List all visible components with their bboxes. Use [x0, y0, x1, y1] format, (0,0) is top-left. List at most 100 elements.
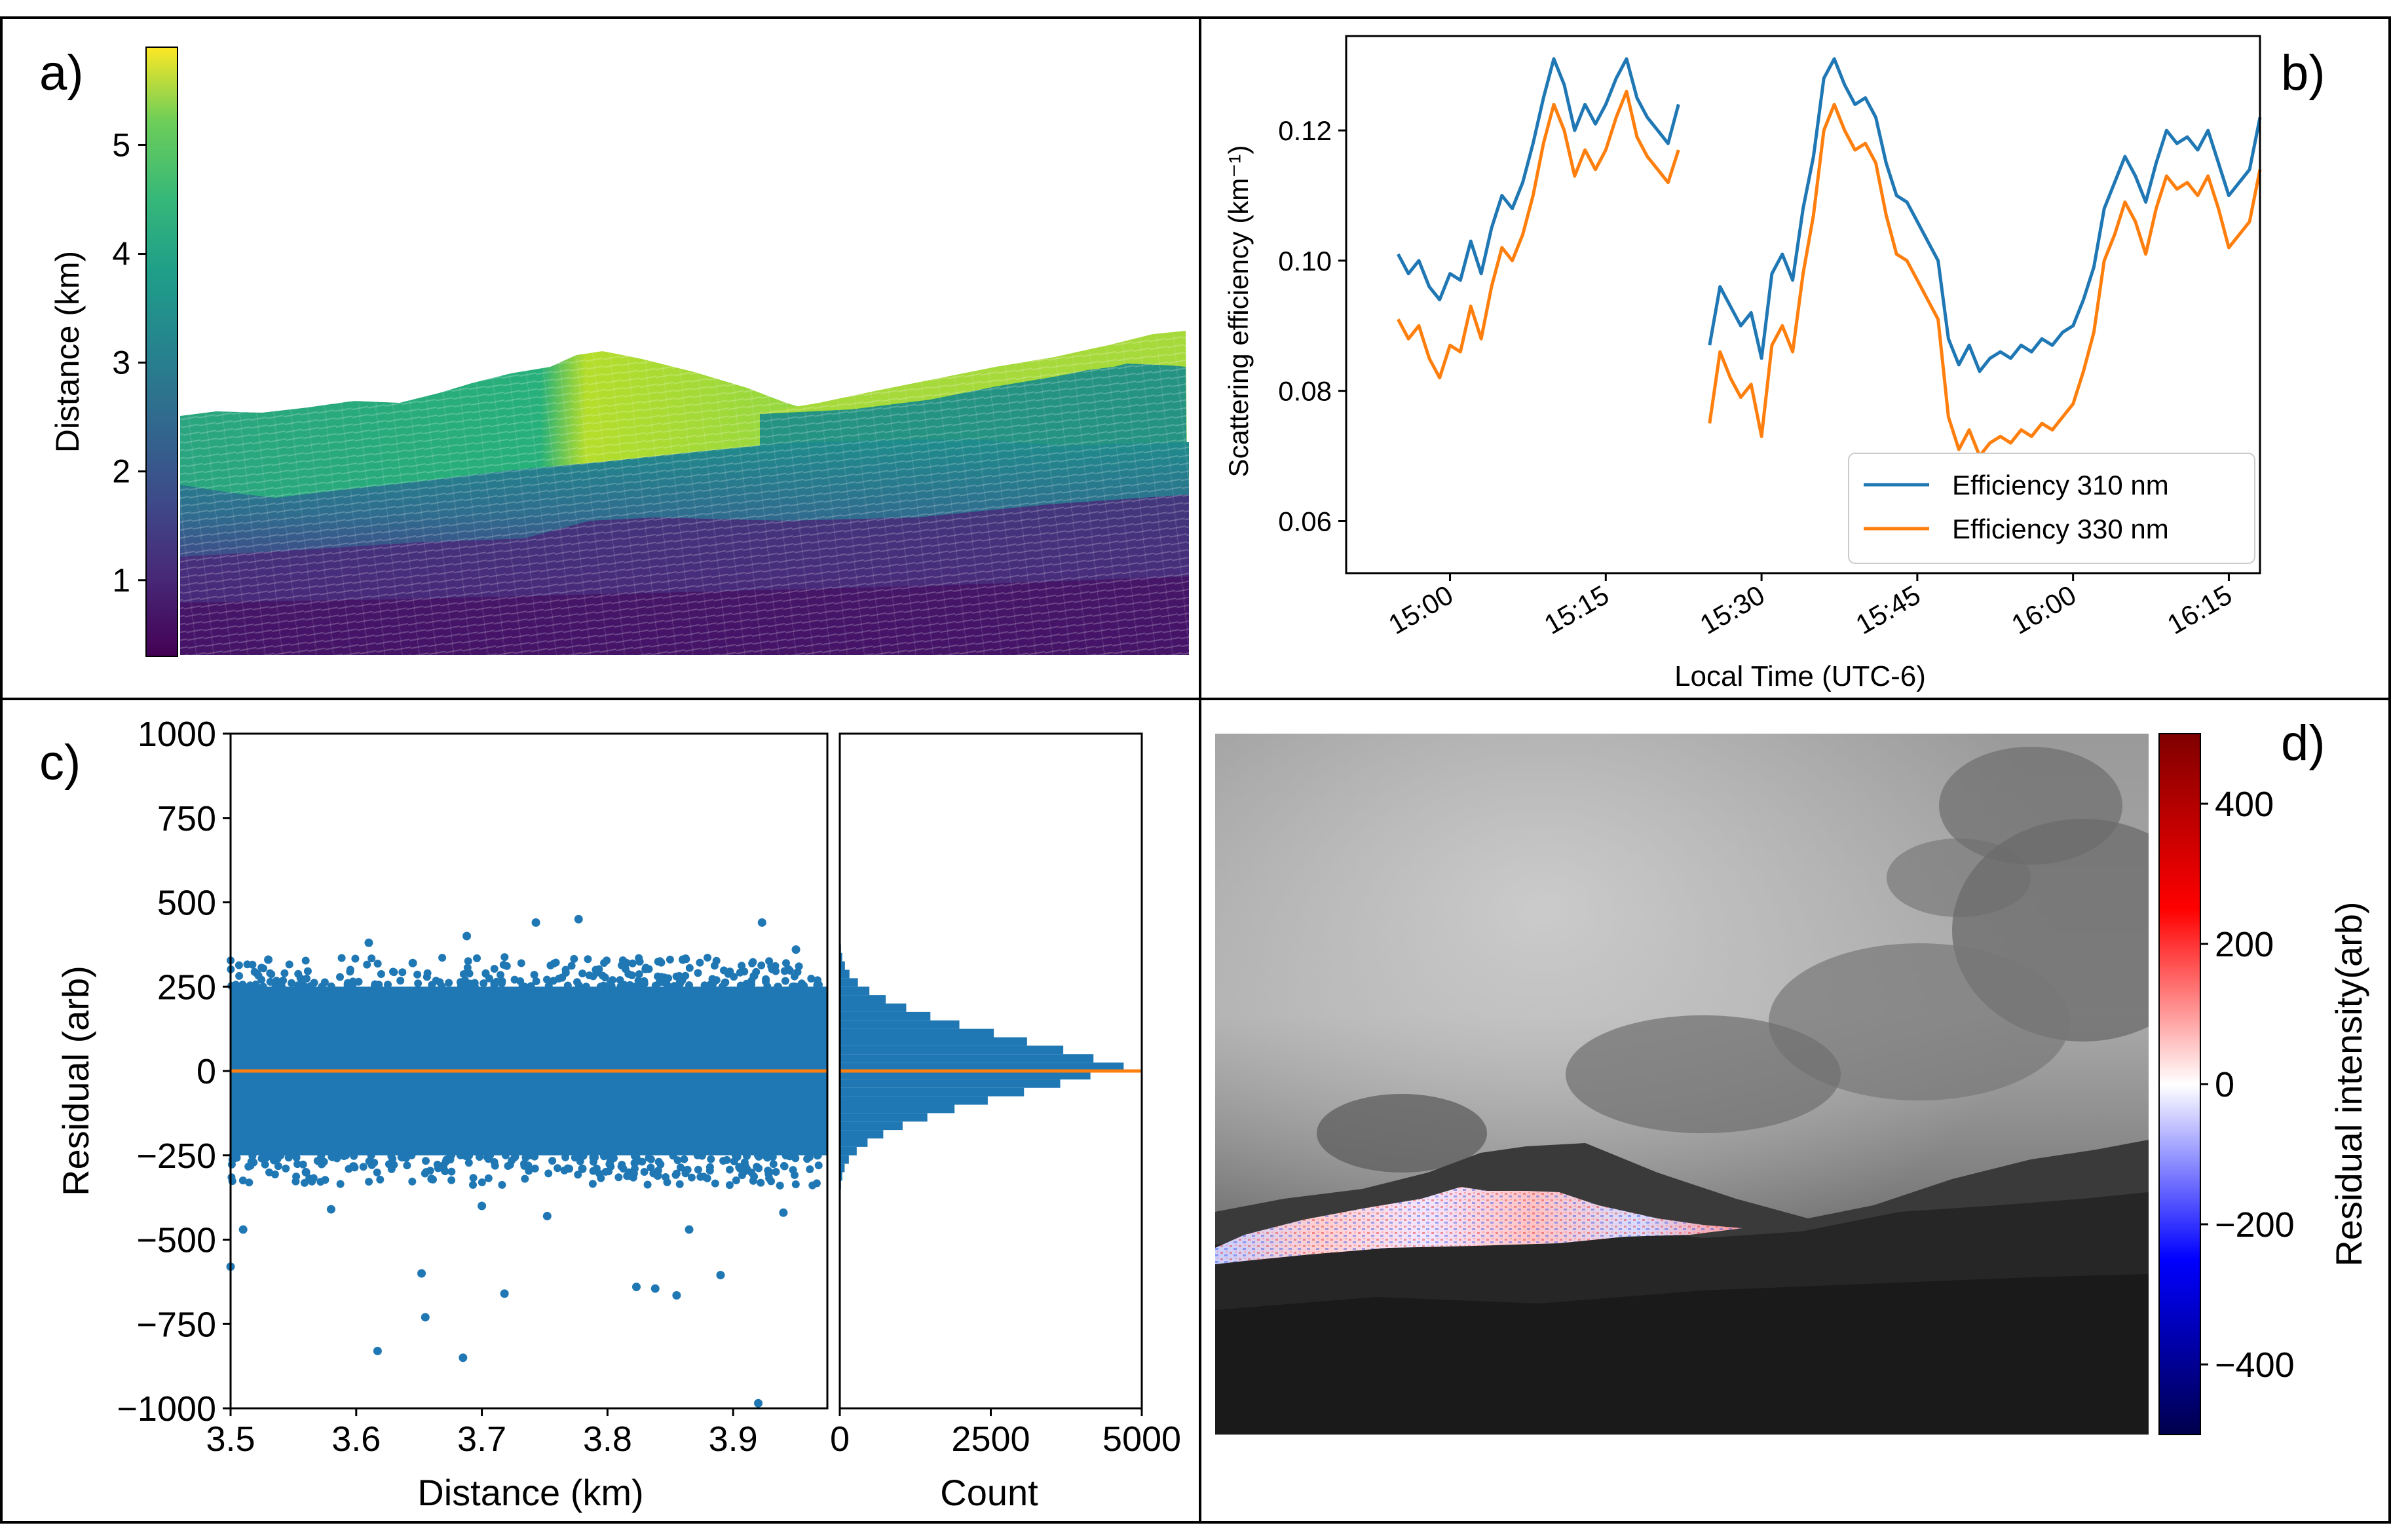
histogram-bar	[840, 1079, 1061, 1088]
y-tick-label: −1000	[117, 1389, 216, 1429]
panel-d-colorbar-label: Residual intensity(arb)	[2328, 901, 2369, 1266]
scatter-point	[276, 982, 284, 990]
scatter-point	[349, 1162, 357, 1171]
panel-c-xlabel: Distance (km)	[417, 1472, 643, 1513]
panel-c-label: c)	[39, 735, 81, 791]
panel-d-camera-image	[1215, 734, 2149, 1435]
scatter-point	[303, 967, 312, 975]
scatter-outlier-point	[578, 1164, 587, 1173]
scatter-point	[813, 981, 821, 989]
scatter-outlier-point	[757, 918, 766, 927]
scatter-point	[273, 1155, 282, 1163]
scatter-point	[561, 969, 570, 977]
scatter-point	[408, 1177, 417, 1186]
panel-a-colorbar-label: Distance (km)	[49, 251, 86, 453]
scatter-point	[554, 1164, 562, 1173]
scatter-point	[623, 1172, 631, 1180]
scatter-point	[371, 981, 379, 990]
scatter-point	[309, 1174, 318, 1182]
scatter-point	[635, 954, 643, 962]
scatter-point	[789, 1166, 797, 1174]
scatter-point	[681, 971, 690, 980]
scatter-point	[656, 973, 664, 982]
panel-a-label: a)	[39, 45, 84, 101]
scatter-point	[640, 979, 649, 988]
scatter-point	[748, 959, 757, 967]
panel-a-colorbar: 1 2 3 4 5 Distance (km)	[49, 47, 178, 657]
scatter-point	[564, 1165, 573, 1173]
scatter-point	[589, 1167, 597, 1175]
scatter-point	[732, 1176, 740, 1184]
scatter-point	[516, 977, 525, 985]
scatter-point	[763, 1154, 772, 1162]
scatter-point	[469, 1180, 477, 1189]
scatter-point	[500, 953, 509, 962]
scatter-point	[299, 1160, 307, 1169]
histogram-bar	[840, 1054, 1094, 1063]
histogram-bar	[840, 1155, 849, 1164]
scatter-outlier-point	[779, 1208, 788, 1217]
colorbar-tick-label: 400	[2215, 785, 2274, 824]
scatter-point	[363, 960, 371, 969]
scatter-point	[588, 1180, 597, 1188]
scatter-point	[675, 971, 683, 980]
scatter-point	[694, 1165, 702, 1174]
x-tick-label: 3.5	[206, 1419, 255, 1459]
y-tick-label: 0.10	[1278, 246, 1332, 276]
scatter-point	[736, 968, 744, 977]
series-line-efficiency-310	[1397, 57, 1680, 301]
scatter-point	[447, 1167, 456, 1176]
scatter-point	[282, 1164, 290, 1173]
x-tick-label: 0	[830, 1419, 850, 1459]
scatter-point	[600, 959, 609, 967]
histogram-bar	[840, 995, 886, 1004]
scatter-point	[578, 969, 587, 978]
scatter-point	[284, 1154, 293, 1162]
series-line-efficiency-330	[1708, 102, 2262, 458]
scatter-point	[387, 1152, 396, 1161]
panel-a: a) 1 2 3 4 5 Distance (km)	[39, 45, 1189, 657]
scatter-point	[708, 975, 717, 983]
series-line-efficiency-330	[1397, 90, 1680, 380]
scatter-point	[776, 1181, 784, 1190]
scatter-point	[725, 1181, 734, 1190]
scatter-point	[599, 981, 608, 990]
scatter-point	[765, 1174, 774, 1182]
scatter-point	[718, 983, 726, 991]
scatter-point	[769, 1160, 778, 1169]
scatter-point	[675, 979, 684, 987]
scatter-point	[563, 981, 572, 990]
scatter-point	[464, 1159, 473, 1167]
scatter-point	[475, 1153, 483, 1161]
panel-b-ylabel: Scattering efficiency (km⁻¹)	[1223, 145, 1254, 478]
scatter-point	[259, 983, 267, 991]
scatter-point	[757, 1178, 765, 1187]
panel-d: d) 400 200 0 −200 −400 Residual intensity(ar…	[1215, 715, 2369, 1435]
x-tick-label: 3.7	[457, 1419, 506, 1459]
scatter-point	[333, 1154, 341, 1163]
scatter-point	[606, 979, 614, 988]
scatter-outlier-point	[364, 938, 373, 947]
scatter-point	[574, 1171, 582, 1179]
histogram-bar	[840, 1121, 903, 1131]
scatter-point	[456, 1151, 464, 1159]
y-tick-label: −250	[136, 1136, 216, 1176]
scatter-point	[294, 969, 303, 978]
scatter-point	[367, 954, 376, 963]
scatter-point	[459, 970, 468, 979]
scatter-outlier-point	[408, 958, 417, 967]
panel-b-label: b)	[2281, 45, 2325, 101]
scatter-point	[398, 968, 407, 977]
scatter-outlier-point	[791, 945, 800, 954]
colorbar-tick-label: 1	[112, 562, 130, 599]
scatter-outlier-point	[478, 1201, 487, 1211]
histogram-bar	[840, 952, 842, 962]
scatter-point	[480, 979, 488, 988]
scatter-point	[784, 965, 793, 973]
scatter-point	[238, 1176, 247, 1185]
scatter-point	[768, 965, 776, 973]
colorbar-tick-label: 5	[112, 126, 130, 163]
panel-a-colorbar-ticks: 1 2 3 4 5	[112, 126, 146, 599]
scatter-point	[396, 977, 405, 985]
scatter-point	[590, 1157, 597, 1166]
